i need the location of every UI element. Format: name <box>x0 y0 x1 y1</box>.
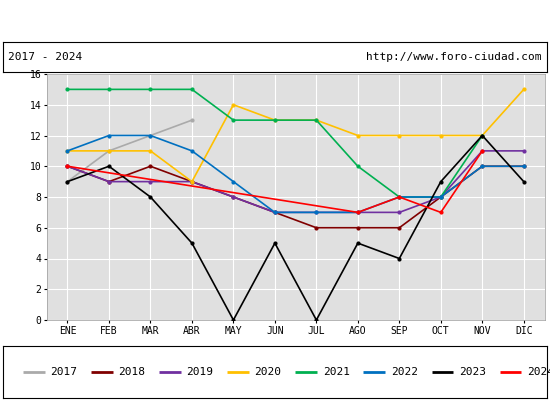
Text: 2022: 2022 <box>390 367 417 377</box>
Text: 2019: 2019 <box>186 367 213 377</box>
Text: 2021: 2021 <box>323 367 350 377</box>
Text: 2024: 2024 <box>527 367 550 377</box>
Text: 2020: 2020 <box>255 367 282 377</box>
Text: 2018: 2018 <box>118 367 145 377</box>
Text: 2017 - 2024: 2017 - 2024 <box>8 52 82 62</box>
Text: 2023: 2023 <box>459 367 486 377</box>
Text: 2017: 2017 <box>51 367 78 377</box>
Text: http://www.foro-ciudad.com: http://www.foro-ciudad.com <box>366 52 542 62</box>
Text: Evolucion del paro registrado en Redecilla del Camino: Evolucion del paro registrado en Redecil… <box>53 14 497 28</box>
